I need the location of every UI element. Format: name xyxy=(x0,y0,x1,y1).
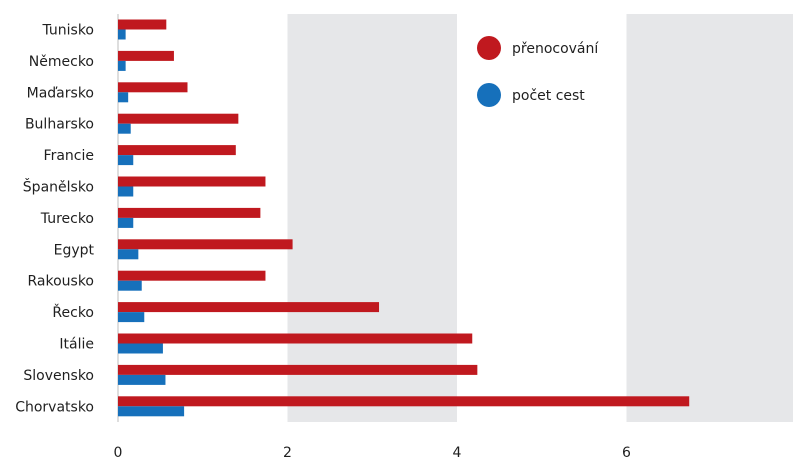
grid-band-1 xyxy=(626,14,793,422)
bar-spanelsko-prenocovani xyxy=(118,176,266,187)
category-label-nemecko: Německo xyxy=(29,54,94,70)
category-label-rakousko: Rakousko xyxy=(27,274,94,290)
grid-band-0 xyxy=(287,14,457,422)
category-labels: Tunisko Německo Maďarsko Bulharsko Francie Šp… xyxy=(15,23,94,416)
legend-label-prenocovani: přenocování xyxy=(512,41,599,57)
x-tick-label-0: 0 xyxy=(114,445,123,461)
bar-spanelsko-pocet-cest xyxy=(118,186,134,197)
category-label-italie: Itálie xyxy=(59,337,94,353)
bar-francie-pocet-cest xyxy=(118,155,134,166)
bar-nemecko-pocet-cest xyxy=(118,60,126,71)
bar-egypt-prenocovani xyxy=(118,239,293,250)
bar-italie-prenocovani xyxy=(118,333,473,344)
legend-swatch-prenocovani xyxy=(477,36,501,60)
grid-bands xyxy=(287,14,793,422)
legend-label-pocet-cest: počet cest xyxy=(512,88,585,104)
bar-tunisko-prenocovani xyxy=(118,19,167,30)
bar-slovensko-pocet-cest xyxy=(118,374,166,385)
category-label-bulharsko: Bulharsko xyxy=(25,117,94,133)
legend-swatch-pocet-cest xyxy=(477,83,501,107)
bar-bulharsko-pocet-cest xyxy=(118,123,131,134)
bar-francie-prenocovani xyxy=(118,145,236,156)
bar-egypt-pocet-cest xyxy=(118,249,139,260)
bar-tunisko-pocet-cest xyxy=(118,29,126,40)
category-label-egypt: Egypt xyxy=(54,242,95,258)
legend: přenocování počet cest xyxy=(466,20,612,118)
bar-turecko-pocet-cest xyxy=(118,217,134,228)
bar-chorvatsko-pocet-cest xyxy=(118,406,185,417)
x-tick-label-2: 2 xyxy=(283,445,292,461)
category-label-turecko: Turecko xyxy=(40,211,94,227)
category-label-francie: Francie xyxy=(44,148,94,164)
bar-bulharsko-prenocovani xyxy=(118,113,239,124)
category-label-slovensko: Slovensko xyxy=(23,368,94,384)
category-label-recko: Řecko xyxy=(52,304,94,321)
bar-chorvatsko-prenocovani xyxy=(118,396,690,407)
x-tick-label-4: 4 xyxy=(453,445,462,461)
bar-recko-pocet-cest xyxy=(118,312,145,323)
bar-rakousko-pocet-cest xyxy=(118,280,142,291)
bar-recko-prenocovani xyxy=(118,302,380,313)
bar-madarsko-pocet-cest xyxy=(118,92,129,103)
bar-madarsko-prenocovani xyxy=(118,82,188,93)
bar-rakousko-prenocovani xyxy=(118,270,266,281)
bar-italie-pocet-cest xyxy=(118,343,163,354)
category-label-tunisko: Tunisko xyxy=(41,23,94,39)
bar-slovensko-prenocovani xyxy=(118,364,478,375)
category-label-chorvatsko: Chorvatsko xyxy=(15,399,94,415)
bars-group xyxy=(118,19,690,417)
x-tick-labels: 02468 xyxy=(114,445,793,461)
x-tick-label-6: 6 xyxy=(622,445,631,461)
category-label-madarsko: Maďarsko xyxy=(27,85,94,101)
category-label-spanelsko: Španělsko xyxy=(23,178,94,196)
bar-turecko-prenocovani xyxy=(118,207,261,218)
bar-nemecko-prenocovani xyxy=(118,50,174,61)
